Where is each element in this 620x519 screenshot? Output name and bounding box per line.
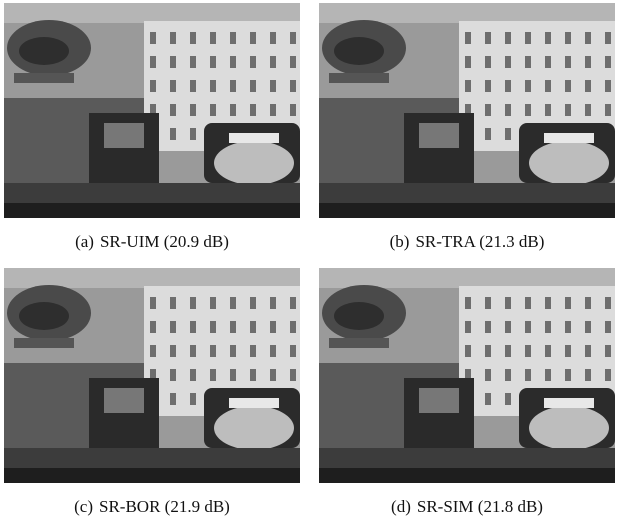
image [4, 3, 300, 218]
caption-text: SR-TRA (21.3 dB) [415, 232, 544, 251]
caption: (b) SR-TRA (21.3 dB) [319, 232, 615, 252]
label: (d) [391, 497, 411, 516]
image [4, 268, 300, 483]
figure: (a)SR-UIM (20.9 dB) (b)SR-TRA (21.3 dB) … [0, 0, 620, 519]
image [319, 268, 615, 483]
caption: (c) SR-BOR (21.9 dB) [4, 497, 300, 517]
panel: (a) SR-UIM (20.9 dB) [4, 3, 300, 252]
caption: (d) SR-SIM (21.8 dB) [319, 497, 615, 517]
caption-text: SR-SIM (21.8 dB) [417, 497, 543, 516]
caption-text: SR-BOR (21.9 dB) [99, 497, 230, 516]
label: (c) [74, 497, 93, 516]
panel: (d) SR-SIM (21.8 dB) [319, 268, 615, 517]
caption: (a) SR-UIM (20.9 dB) [4, 232, 300, 252]
label: (a) [75, 232, 94, 251]
label: (b) [390, 232, 410, 251]
panel: (b) SR-TRA (21.3 dB) [319, 3, 615, 252]
image [319, 3, 615, 218]
caption-text: SR-UIM (20.9 dB) [100, 232, 229, 251]
panel: (c) SR-BOR (21.9 dB) [4, 268, 300, 517]
